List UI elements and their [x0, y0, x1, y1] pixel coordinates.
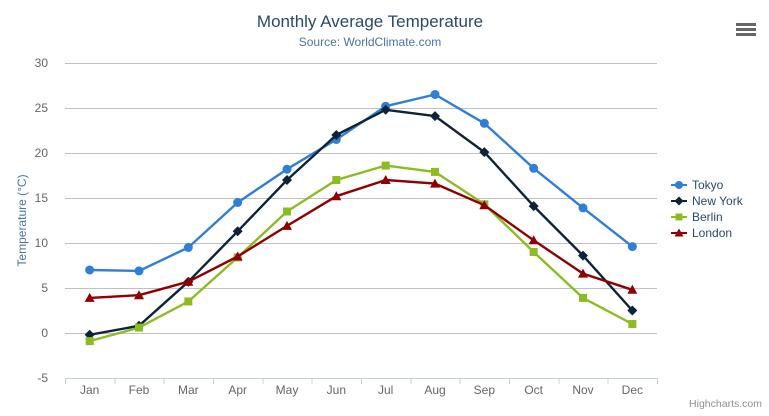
- square-marker-icon: [671, 211, 687, 223]
- x-axis-labels: Jan Feb Mar Apr May Jun Jul Aug Sep Oct Nov Dec: [80, 383, 643, 397]
- legend-item-tokyo[interactable]: Tokyo: [671, 177, 743, 193]
- diamond-marker-icon[interactable]: [578, 250, 588, 261]
- svg-text:-5: -5: [37, 371, 48, 385]
- triangle-marker-icon[interactable]: [232, 251, 243, 261]
- circle-marker-icon[interactable]: [675, 181, 683, 189]
- triangle-marker-icon[interactable]: [331, 191, 342, 201]
- triangle-marker-icon[interactable]: [380, 175, 391, 184]
- y-axis-labels: -5 0 5 10 15 20 25 30: [35, 56, 49, 385]
- svg-text:Jun: Jun: [327, 383, 346, 397]
- diamond-marker-icon[interactable]: [674, 196, 684, 206]
- circle-marker-icon: [671, 179, 687, 191]
- circle-marker-icon[interactable]: [430, 90, 440, 99]
- square-marker-icon[interactable]: [184, 297, 193, 306]
- triangle-marker-icon[interactable]: [282, 220, 292, 230]
- diamond-marker-icon[interactable]: [627, 305, 638, 316]
- diamond-marker-icon[interactable]: [232, 226, 243, 237]
- x-axis: [65, 378, 658, 384]
- series-tokyo[interactable]: [85, 90, 637, 276]
- circle-marker-icon[interactable]: [627, 242, 637, 252]
- circle-marker-icon[interactable]: [529, 163, 539, 173]
- svg-text:Aug: Aug: [424, 383, 445, 397]
- square-marker-icon[interactable]: [85, 337, 94, 346]
- svg-text:Feb: Feb: [129, 383, 150, 397]
- square-marker-icon[interactable]: [283, 207, 291, 216]
- square-marker-icon[interactable]: [529, 248, 538, 256]
- svg-text:15: 15: [35, 191, 49, 205]
- diamond-marker-icon[interactable]: [479, 147, 490, 158]
- square-marker-icon[interactable]: [381, 161, 390, 170]
- triangle-marker-icon: [671, 227, 687, 239]
- legend-label: New York: [692, 194, 743, 208]
- square-marker-icon[interactable]: [332, 176, 341, 184]
- diamond-marker-icon[interactable]: [331, 130, 342, 140]
- svg-text:5: 5: [41, 281, 48, 295]
- legend-label: Tokyo: [692, 178, 724, 192]
- circle-marker-icon[interactable]: [578, 203, 588, 213]
- circle-marker-icon[interactable]: [479, 118, 489, 128]
- triangle-marker-icon[interactable]: [84, 292, 95, 302]
- svg-text:10: 10: [35, 236, 49, 250]
- svg-text:25: 25: [35, 101, 49, 115]
- chart-subtitle: Source: WorldClimate.com: [298, 35, 442, 49]
- svg-text:Oct: Oct: [524, 383, 543, 397]
- square-marker-icon[interactable]: [628, 320, 637, 328]
- square-marker-icon[interactable]: [675, 213, 683, 221]
- triangle-marker-icon[interactable]: [430, 178, 440, 188]
- triangle-marker-icon[interactable]: [183, 276, 194, 286]
- svg-text:Apr: Apr: [228, 383, 247, 397]
- circle-marker-icon[interactable]: [282, 164, 292, 174]
- hamburger-icon: [736, 32, 756, 36]
- diamond-marker-icon[interactable]: [380, 104, 391, 115]
- svg-text:Sep: Sep: [474, 383, 496, 397]
- svg-text:Jan: Jan: [80, 383, 99, 397]
- hamburger-icon: [736, 22, 756, 26]
- diamond-marker-icon: [671, 195, 687, 207]
- legend: Tokyo New York Berlin London: [671, 177, 743, 241]
- triangle-marker-icon[interactable]: [528, 235, 539, 245]
- y-axis-title: Temperature (°C): [15, 174, 29, 266]
- svg-text:Dec: Dec: [622, 383, 643, 397]
- legend-item-new-york[interactable]: New York: [671, 193, 743, 209]
- series-london[interactable]: [84, 175, 638, 302]
- triangle-marker-icon[interactable]: [578, 268, 588, 278]
- chart-title: Monthly Average Temperature: [256, 12, 484, 31]
- triangle-marker-icon[interactable]: [674, 228, 684, 237]
- legend-label: Berlin: [692, 210, 723, 224]
- highcharts-credit-link[interactable]: Highcharts.com: [689, 398, 762, 410]
- hamburger-icon: [736, 27, 756, 31]
- svg-text:Jul: Jul: [378, 383, 393, 397]
- square-marker-icon[interactable]: [431, 167, 439, 176]
- series-new-york[interactable]: [84, 104, 638, 340]
- legend-item-berlin[interactable]: Berlin: [671, 209, 743, 225]
- legend-label: London: [692, 226, 733, 240]
- svg-text:Nov: Nov: [572, 383, 593, 397]
- svg-text:20: 20: [35, 146, 49, 160]
- legend-item-london[interactable]: London: [671, 225, 743, 241]
- svg-text:May: May: [276, 383, 299, 397]
- svg-text:0: 0: [41, 326, 48, 340]
- square-marker-icon[interactable]: [579, 293, 587, 302]
- circle-marker-icon[interactable]: [233, 198, 243, 207]
- export-menu-button[interactable]: [734, 20, 758, 40]
- gridlines: [65, 63, 657, 379]
- triangle-marker-icon[interactable]: [479, 200, 490, 210]
- circle-marker-icon[interactable]: [85, 265, 95, 275]
- svg-text:Mar: Mar: [178, 383, 199, 397]
- diamond-marker-icon[interactable]: [430, 111, 440, 122]
- diamond-marker-icon[interactable]: [282, 175, 292, 185]
- circle-marker-icon[interactable]: [134, 266, 144, 276]
- circle-marker-icon[interactable]: [183, 243, 193, 252]
- diamond-marker-icon[interactable]: [528, 201, 539, 212]
- triangle-marker-icon[interactable]: [134, 290, 144, 300]
- svg-text:30: 30: [35, 56, 49, 70]
- triangle-marker-icon[interactable]: [627, 284, 638, 294]
- square-marker-icon[interactable]: [135, 323, 143, 332]
